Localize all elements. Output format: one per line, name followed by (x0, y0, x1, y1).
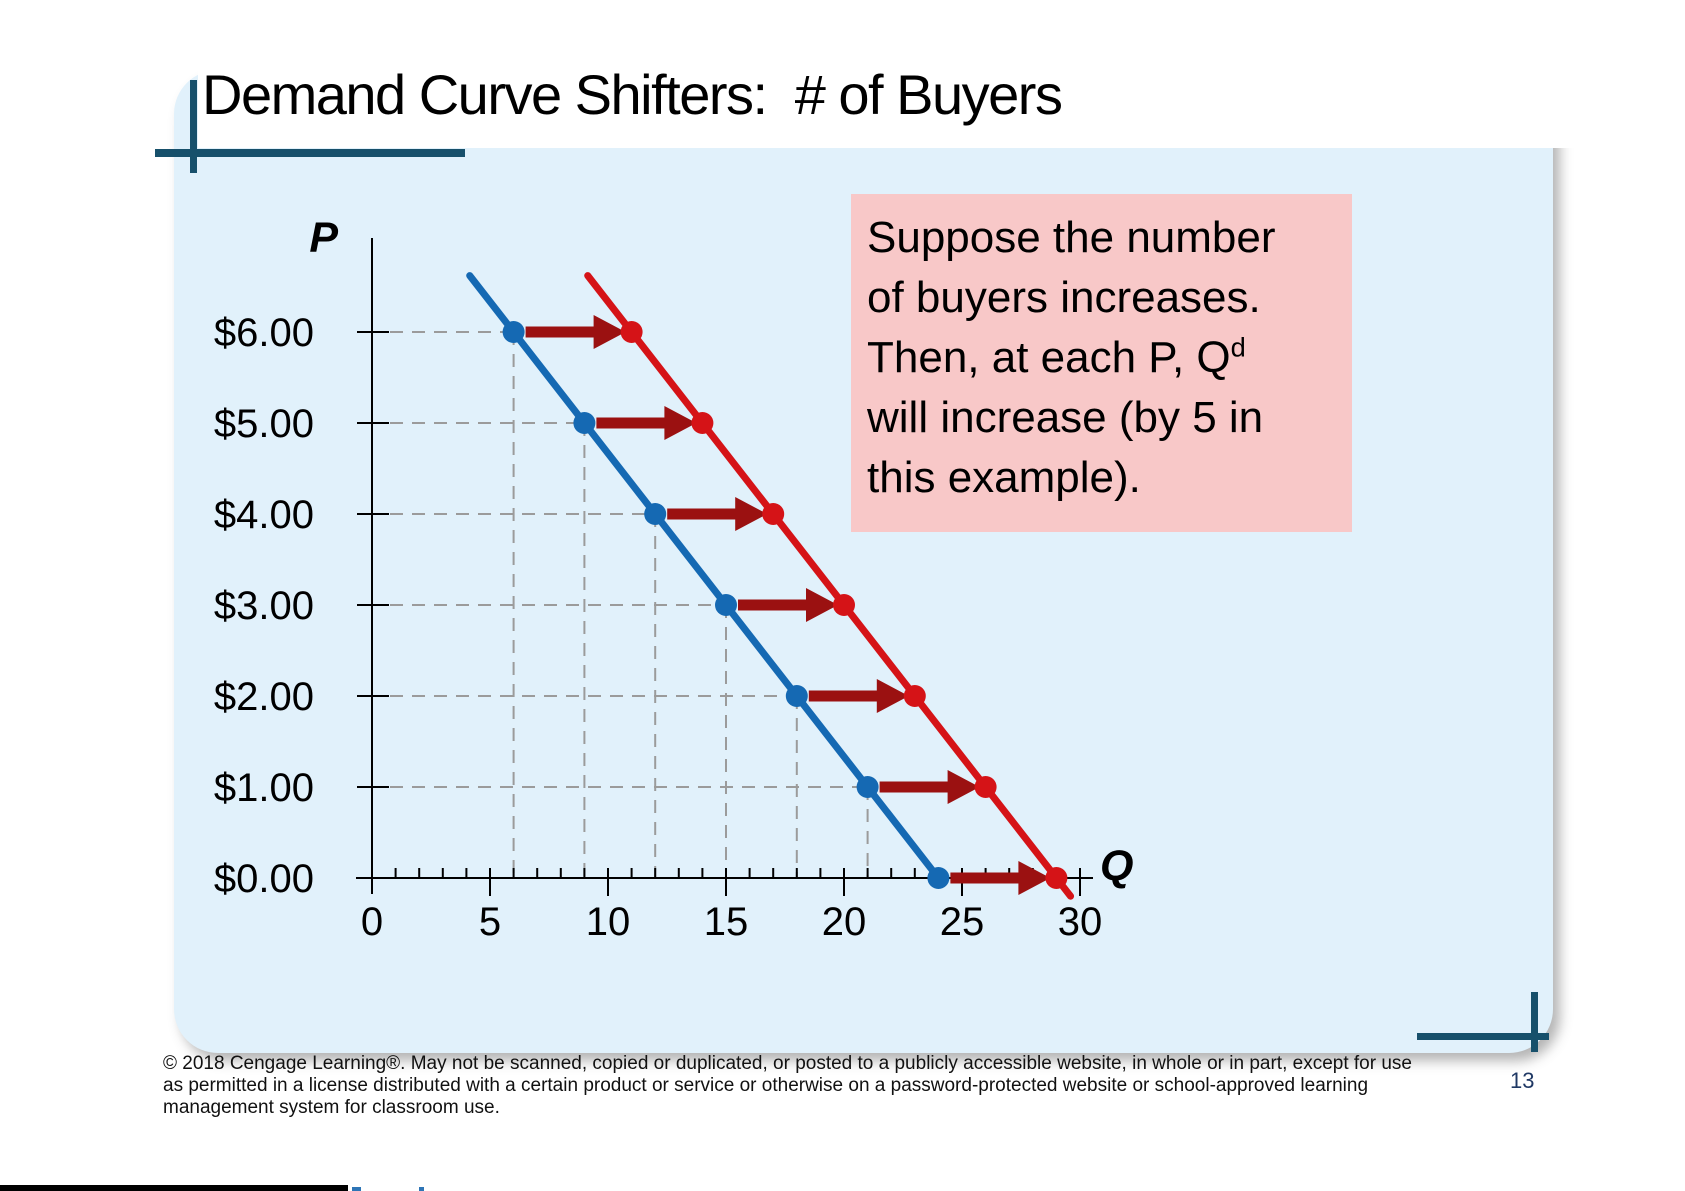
note-line: of buyers increases. (867, 268, 1336, 328)
bottom-blue-dash-1 (352, 1187, 361, 1191)
footer-copyright: © 2018 Cengage Learning®. May not be sca… (163, 1053, 1503, 1119)
title-background-band (198, 0, 1685, 148)
note-line: this example). (867, 453, 1141, 502)
footer-line: © 2018 Cengage Learning®. May not be sca… (163, 1053, 1412, 1074)
slide-title: Demand Curve Shifters: # of Buyers (202, 63, 1063, 126)
note-line3-text: Then, at each P, Q (867, 333, 1231, 382)
corner-accent-horizontal-line (1417, 1033, 1549, 1040)
footer-line: management system for classroom use. (163, 1097, 500, 1118)
title-accent-underline (155, 149, 465, 157)
title-accent-vertical-line (190, 80, 197, 173)
note-line: will increase (by 5 in (867, 393, 1264, 442)
superscript-d: d (1230, 331, 1246, 363)
note-line: Then, at each P, Qd (867, 328, 1336, 388)
corner-accent-vertical-line (1531, 992, 1538, 1052)
note-line: Suppose the number (867, 213, 1276, 262)
bottom-blue-dash-2 (419, 1187, 424, 1191)
note-box: Suppose the number of buyers increases. … (851, 194, 1352, 532)
footer-line: as permitted in a license distributed wi… (163, 1075, 1369, 1096)
page-number: 13 (1510, 1068, 1535, 1093)
bottom-black-bar (0, 1185, 348, 1191)
note-line2-text: of buyers increases. (867, 273, 1261, 322)
